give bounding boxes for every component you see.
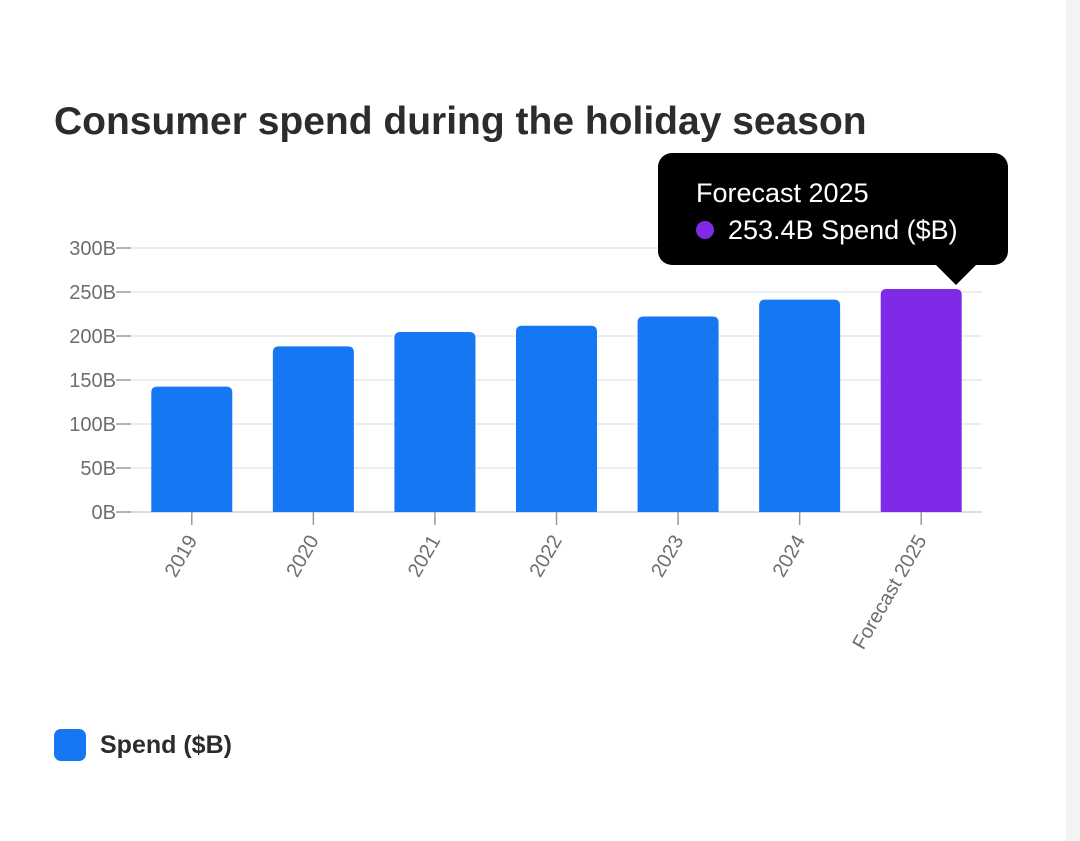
bar[interactable] [880, 289, 962, 512]
bar[interactable] [394, 332, 476, 512]
y-tick-label: 0B [92, 502, 116, 524]
y-tick-label: 300B [69, 238, 116, 260]
chart-title: Consumer spend during the holiday season [54, 100, 867, 143]
x-tick-label: 2019 [161, 532, 202, 582]
y-tick-label: 150B [69, 370, 116, 392]
legend-label: Spend ($B) [100, 730, 232, 759]
tooltip-value-row: 253.4B Spend ($B) [696, 211, 1008, 249]
tooltip-title: Forecast 2025 [696, 178, 869, 208]
tooltip-series-dot-icon [696, 221, 714, 239]
x-tick-label: Forecast 2025 [849, 532, 932, 654]
bar[interactable] [151, 386, 233, 512]
x-tick-label: 2022 [526, 532, 567, 582]
y-tick-label: 250B [69, 282, 116, 304]
bar[interactable] [759, 299, 841, 512]
x-tick-label: 2020 [282, 532, 323, 582]
bar-chart: 0B 50B 100B 150B 200B 250B 300B 2019 2020 2021 202… [69, 238, 982, 654]
legend-swatch-icon [54, 729, 86, 761]
chart-legend[interactable]: Spend ($B) [54, 729, 232, 761]
bar[interactable] [516, 325, 597, 512]
y-tick-label: 200B [69, 326, 116, 348]
y-tick-label: 100B [69, 414, 116, 436]
y-tick-label: 50B [80, 458, 116, 480]
bar[interactable] [272, 346, 354, 512]
x-tick-label: 2023 [647, 532, 688, 582]
side-strip [1066, 0, 1080, 841]
x-tick-label: 2021 [404, 532, 445, 582]
bar[interactable] [637, 316, 719, 512]
chart-tooltip: Forecast 2025 253.4B Spend ($B) [658, 153, 1008, 285]
x-tick-label: 2024 [769, 532, 810, 582]
tooltip-value: 253.4B Spend ($B) [728, 215, 958, 245]
